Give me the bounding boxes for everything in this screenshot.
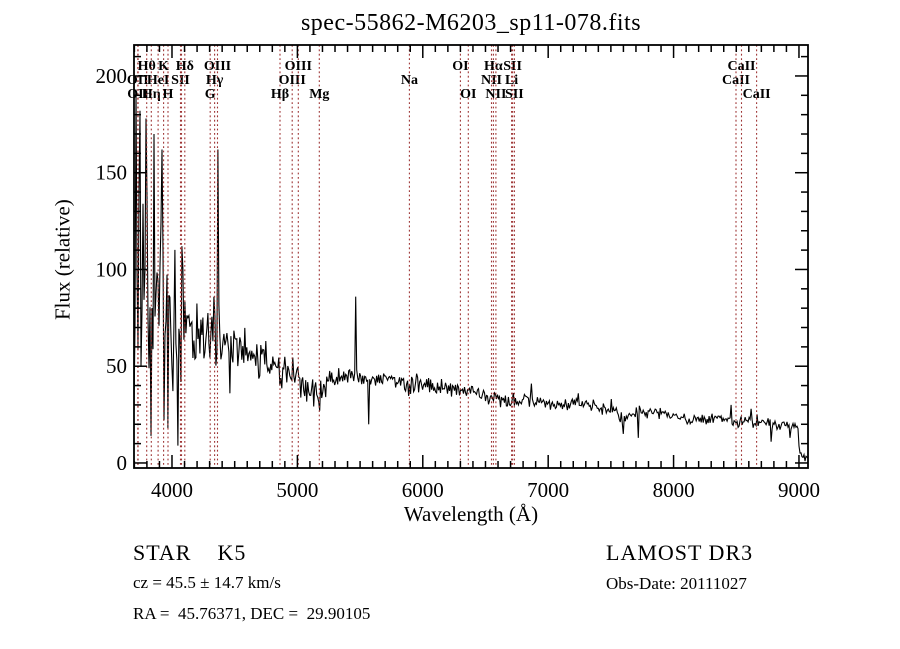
spectral-line-label: OIII (279, 73, 306, 88)
spectral-line-label: K (158, 59, 169, 74)
spectral-line-label: SII (171, 73, 190, 88)
spectral-line-label: HeI (147, 73, 170, 88)
x-tick-label: 7000 (527, 478, 569, 502)
spectral-line-label: SII (503, 59, 522, 74)
spectral-line-label: Hδ (176, 59, 194, 74)
survey-name-text: LAMOST DR3 (606, 540, 754, 565)
radial-velocity-text: cz = 45.5 ± 14.7 km/s (133, 573, 281, 592)
spectral-line-label: Hα (484, 59, 503, 74)
spectral-line-label: G (205, 87, 216, 102)
plot-border (133, 44, 809, 469)
spectral-line-label: Hθ (138, 59, 156, 74)
spectral-line-label: SII (505, 87, 524, 102)
spectral-line-label: OIII (285, 59, 312, 74)
spectrum-trace (134, 89, 808, 462)
spectral-line-label: OI (452, 59, 468, 74)
spectral-line-label: NII (485, 87, 506, 102)
x-tick-label: 5000 (276, 478, 318, 502)
spectral-line-label: CaII (722, 73, 750, 88)
ra-dec-text: RA = 45.76371, DEC = 29.90105 (133, 604, 371, 623)
spectral-line-label: OII (127, 87, 149, 102)
spectral-line-label: Hη (142, 87, 161, 102)
spectral-line-label: Mg (309, 87, 329, 102)
spectral-line-label: Na (401, 73, 418, 88)
y-tick-label: 150 (96, 161, 128, 185)
spectral-line-label: Hβ (271, 87, 289, 102)
spectral-line-label: NII (481, 73, 502, 88)
spectral-line-label: CaII (743, 87, 771, 102)
y-tick-label: 100 (96, 257, 128, 281)
y-tick-label: 50 (106, 354, 127, 378)
object-class-text: STAR K5 (133, 540, 247, 565)
spectral-line-label: Li (505, 73, 518, 88)
obs-date-text: Obs-Date: 20111027 (606, 574, 747, 593)
spectral-line-label: Hγ (206, 73, 224, 88)
x-tick-label: 6000 (402, 478, 444, 502)
spectral-line-label: H (163, 87, 174, 102)
plot-title: spec-55862-M6203_sp11-078.fits (300, 10, 642, 36)
x-tick-label: 8000 (653, 478, 695, 502)
y-tick-label: 0 (117, 451, 128, 475)
spectral-line-label: OI (460, 87, 476, 102)
spectral-line-label: CaII (727, 59, 755, 74)
y-axis-label: Flux (relative) (50, 199, 75, 321)
spectral-line-label: OIII (204, 59, 231, 74)
x-tick-label: 4000 (151, 478, 193, 502)
x-axis-label: Wavelength (Å) (403, 502, 539, 526)
y-tick-label: 200 (96, 64, 128, 88)
x-tick-label: 9000 (778, 478, 820, 502)
